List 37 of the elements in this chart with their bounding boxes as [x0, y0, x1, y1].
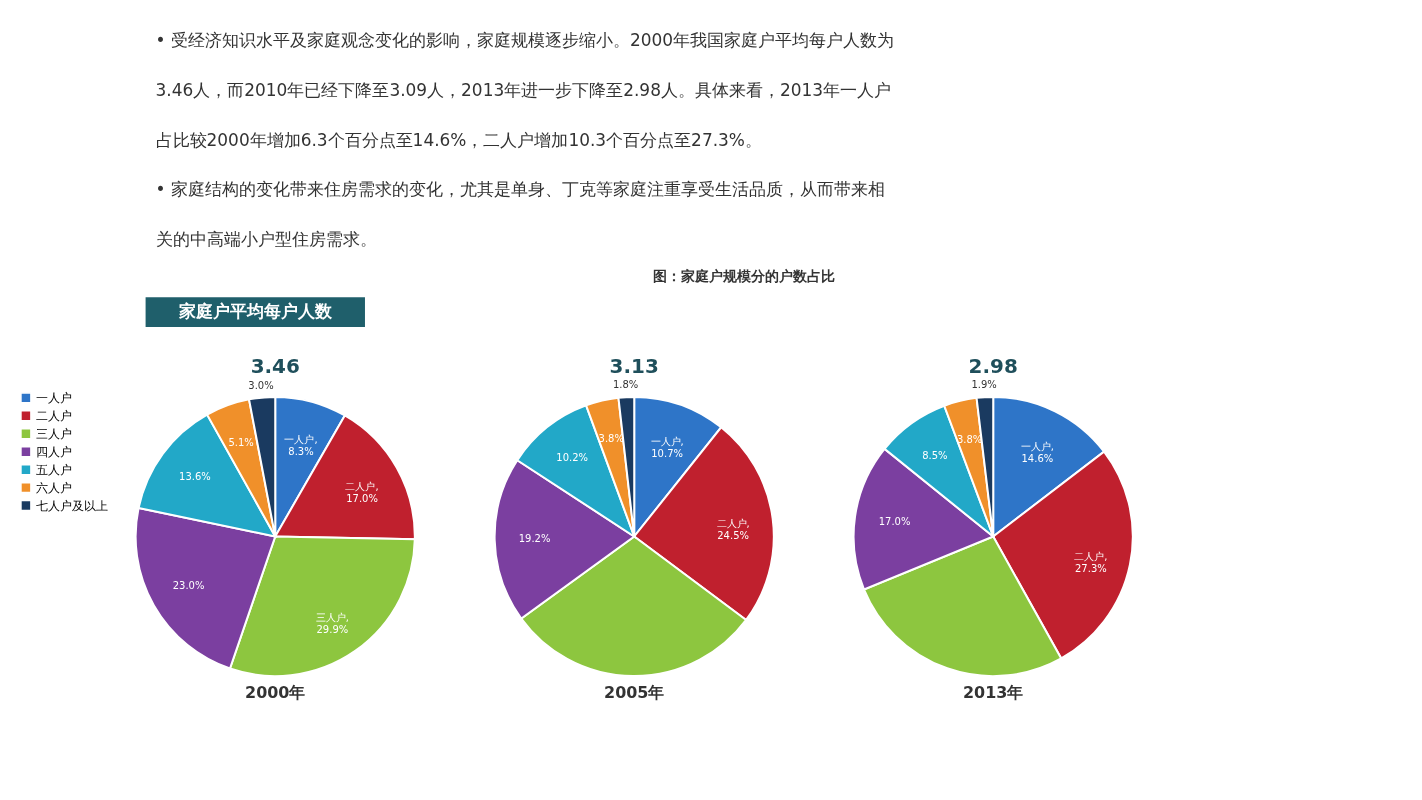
legend-label: 二人户 [35, 408, 72, 423]
data-label: 一人户,10.7% [650, 436, 684, 460]
data-label: 23.0% [172, 579, 205, 591]
data-label: 三人户,29.9% [315, 612, 349, 636]
text: • 家庭结构的变化带来住房需求的变化，尤其是单身、丁克等家庭注重享受生活品质，从而带来相 [155, 179, 885, 200]
text: 图：家庭户规模分的户数占比 [652, 268, 835, 285]
text: 2000年 [245, 683, 306, 703]
data-label: 10.2% [556, 452, 588, 464]
legend-label: 三人户 [35, 426, 72, 441]
data-label: 3.0% [248, 379, 274, 391]
data-label: 19.2% [518, 532, 551, 544]
chart-subtitle: 3.13 [609, 353, 659, 378]
legend-label: 四人户 [35, 444, 72, 459]
text: 占比较2000年增加6.3个百分点至14.6%，二人户增加10.3个百分点至27.3%。 [155, 129, 762, 150]
data-label: 二人户,24.5% [716, 517, 750, 541]
chart-subtitle: 3.46 [250, 353, 300, 378]
legend-label: 七人户及以上 [35, 498, 108, 513]
text: 2005年 [604, 683, 665, 703]
text: 家庭户平均每户人数 [177, 301, 333, 322]
data-label: 1.9% [971, 379, 997, 391]
legend-label: 五人户 [35, 462, 72, 477]
data-label: 二人户,27.3% [1074, 550, 1108, 574]
data-label: 一人户,14.6% [1020, 441, 1054, 465]
data-label: 13.6% [179, 471, 211, 483]
text: • 受经济知识水平及家庭观念变化的影响，家庭规模逐步缩小。2000年我国家庭户平均每户人数为 [155, 29, 895, 50]
data-label: 二人户,17.0% [345, 481, 379, 505]
text: 关的中高端小户型住房需求。 [155, 229, 377, 250]
legend-label: 六人户 [35, 480, 72, 495]
text: 2013年 [963, 683, 1024, 703]
legend-label: 一人户 [35, 390, 72, 405]
chart-subtitle: 2.98 [968, 353, 1018, 378]
data-label: 5.1% [228, 436, 254, 448]
data-label: 一人户,8.3% [284, 434, 318, 458]
data-label: 1.8% [612, 379, 639, 391]
data-label: 17.0% [878, 516, 911, 528]
data-label: 8.5% [922, 449, 948, 461]
text: 3.46人，而2010年已经下降至3.09人，2013年进一步下降至2.98人。具体来看，2013年一人户 [155, 79, 892, 100]
